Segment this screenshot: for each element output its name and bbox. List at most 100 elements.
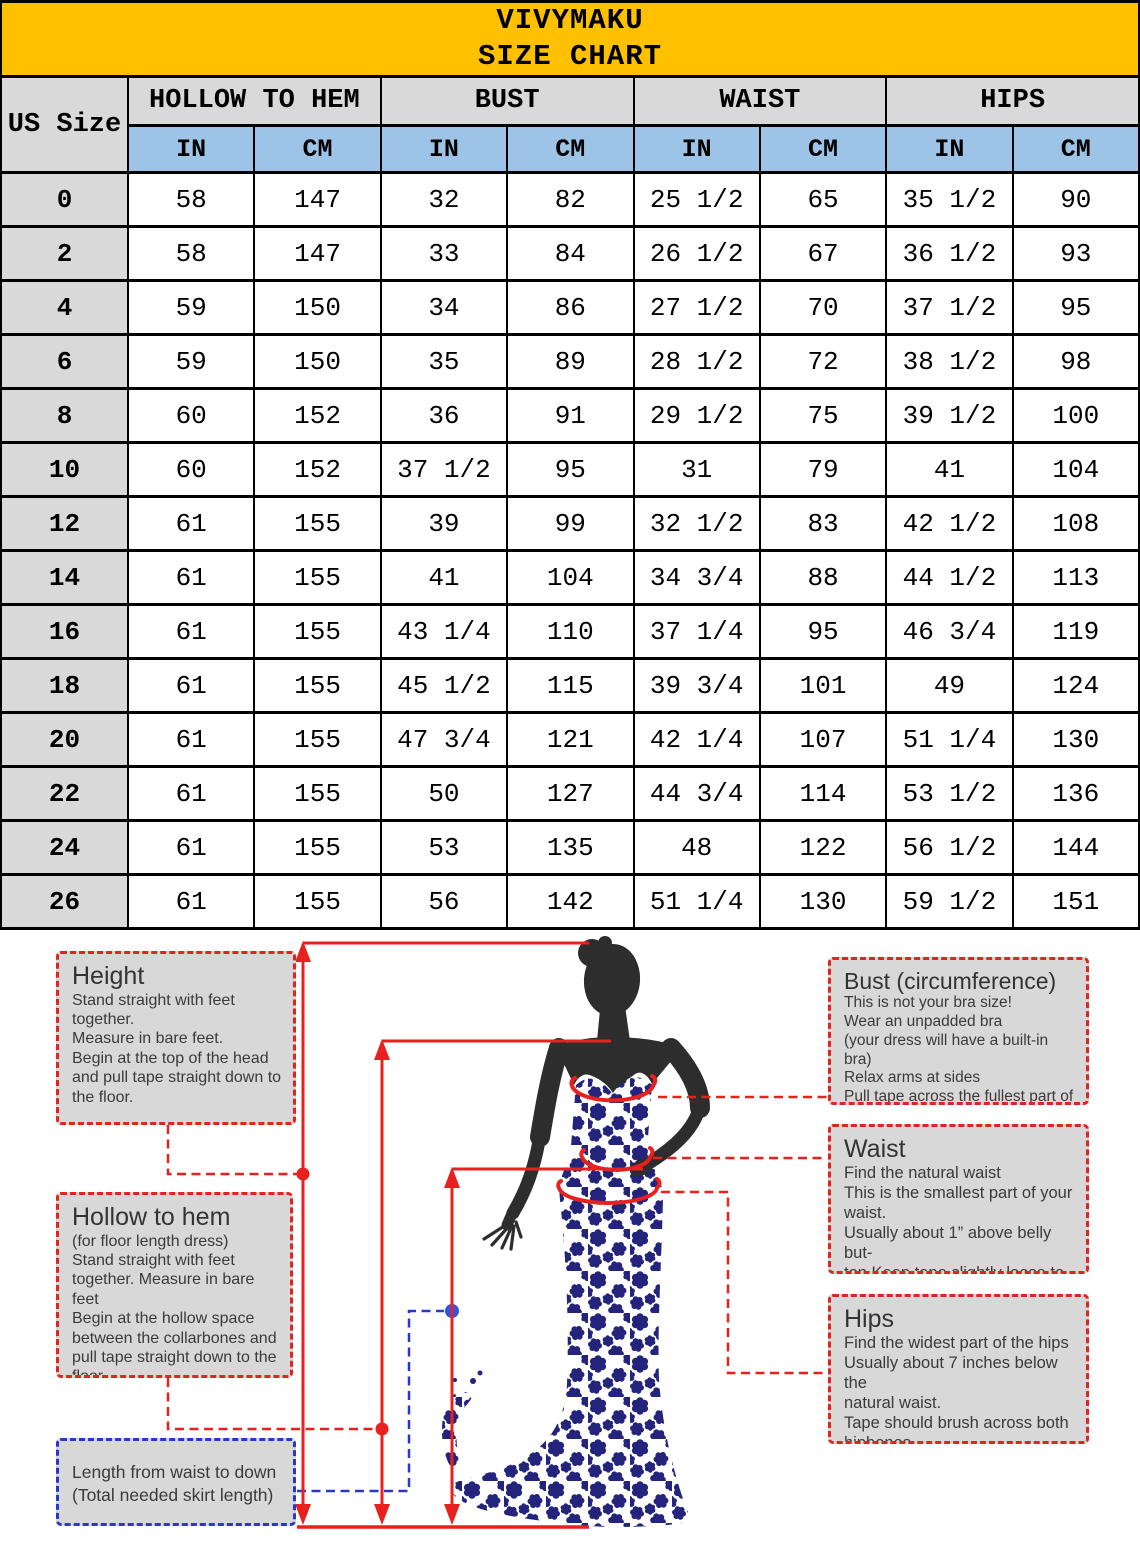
measurement-value: 61 (126, 603, 256, 660)
table-row: 12 61 155 39 99 32 1/2 83 42 1/2 108 (0, 495, 1140, 552)
measurement-value: 34 3/4 (632, 549, 761, 606)
measurement-value: 95 (506, 441, 635, 498)
measurement-value: 152 (253, 387, 382, 444)
measurement-value: 39 3/4 (632, 657, 761, 714)
hips-header: HIPS (885, 75, 1140, 127)
us-size-value: 2 (0, 225, 129, 282)
measurement-value: 49 (885, 657, 1014, 714)
measurement-value: 155 (253, 603, 382, 660)
train-curl (441, 1391, 472, 1468)
height-box-connector (166, 1125, 300, 1176)
mermaid-dress (451, 1077, 689, 1527)
measurement-value: 155 (253, 711, 382, 768)
measurement-value: 35 1/2 (885, 171, 1014, 228)
measurement-value: 59 (126, 279, 256, 336)
measurement-value: 115 (506, 657, 635, 714)
measurement-value: 75 (758, 387, 888, 444)
measurement-value: 67 (758, 225, 888, 282)
us-size-value: 16 (0, 603, 129, 660)
unit-header: CM (253, 124, 382, 174)
table-row: 8 60 152 36 91 29 1/2 75 39 1/2 100 (0, 387, 1140, 444)
measurement-value: 104 (1011, 441, 1140, 498)
measurement-value: 32 1/2 (632, 495, 761, 552)
measurement-value: 127 (506, 765, 635, 822)
measurement-value: 56 1/2 (885, 819, 1014, 876)
hips-box-text: Find the widest part of the hips Usually… (844, 1333, 1069, 1444)
measurement-value: 37 1/4 (632, 603, 761, 660)
measurement-value: 122 (758, 819, 888, 876)
measurement-value: 84 (506, 225, 635, 282)
measurement-value: 35 (379, 333, 509, 390)
measurement-value: 59 (126, 333, 256, 390)
measurement-value: 60 (126, 441, 256, 498)
bust-box-title: Bust (circumference) (844, 968, 1057, 994)
measurement-value: 155 (253, 819, 382, 876)
hips-tape (558, 1186, 659, 1205)
us-size-value: 0 (0, 171, 129, 228)
skirt-length-text: Length from waist to down (Total needed … (72, 1462, 277, 1505)
measurement-value: 95 (758, 603, 888, 660)
measurement-value: 121 (506, 711, 635, 768)
measurement-diagram (166, 936, 827, 1529)
unit-header: CM (506, 124, 635, 174)
measurement-value: 48 (632, 819, 761, 876)
measurement-value: 44 3/4 (632, 765, 761, 822)
hollow-box-connector (166, 1378, 379, 1431)
measurement-value: 130 (758, 873, 888, 930)
measurement-value: 61 (126, 657, 256, 714)
us-size-value: 14 (0, 549, 129, 606)
waist-box-text: Find the natural waist This is the small… (844, 1163, 1073, 1274)
measurement-value: 99 (506, 495, 635, 552)
measurement-value: 61 (126, 711, 256, 768)
us-size-value: 10 (0, 441, 129, 498)
measurement-value: 72 (758, 333, 888, 390)
measurement-value: 79 (758, 441, 888, 498)
hollow-box-title: Hollow to hem (72, 1203, 231, 1231)
table-row: 10 60 152 37 1/2 95 31 79 41 104 (0, 441, 1140, 498)
measurement-value: 82 (506, 171, 635, 228)
measurement-value: 108 (1011, 495, 1140, 552)
measurement-value: 70 (758, 279, 888, 336)
measurement-value: 91 (506, 387, 635, 444)
measurement-value: 124 (1011, 657, 1140, 714)
measurement-value: 42 1/2 (885, 495, 1014, 552)
chart-title: SIZE CHART (477, 40, 663, 73)
measurement-value: 41 (885, 441, 1014, 498)
unit-header: IN (126, 124, 256, 174)
measurement-value: 29 1/2 (632, 387, 761, 444)
unit-header-row: IN CM IN CM IN CM IN CM (1, 124, 1140, 174)
waist-header: WAIST (632, 75, 888, 127)
hips-box-title: Hips (844, 1305, 895, 1333)
size-chart-table: VIVYMAKU SIZE CHART US Size HOLLOW TO HE… (0, 0, 1140, 930)
measurement-value: 33 (379, 225, 509, 282)
measurement-value: 104 (506, 549, 635, 606)
measurement-value: 150 (253, 279, 382, 336)
measurement-value: 155 (253, 657, 382, 714)
waist-measurement-box: Waist Find the natural waist This is the… (828, 1124, 1089, 1274)
unit-header: IN (885, 124, 1014, 174)
measurement-value: 45 1/2 (379, 657, 509, 714)
measurement-value: 41 (379, 549, 509, 606)
measurement-value: 113 (1011, 549, 1140, 606)
measurement-value: 61 (126, 495, 256, 552)
measurement-value: 61 (126, 765, 256, 822)
chest (556, 1037, 682, 1093)
bust-measurement-box: Bust (circumference) This is not your br… (828, 957, 1089, 1105)
table-row: 24 61 155 53 135 48 122 56 1/2 144 (0, 819, 1140, 876)
measurement-value: 25 1/2 (632, 171, 761, 228)
measurement-value: 93 (1011, 225, 1140, 282)
measurement-value: 147 (253, 225, 382, 282)
height-box-title: Height (72, 962, 145, 990)
measurement-value: 31 (632, 441, 761, 498)
measurement-value: 59 1/2 (885, 873, 1014, 930)
table-row: 22 61 155 50 127 44 3/4 114 53 1/2 136 (0, 765, 1140, 822)
hollow-box-text: (for floor length dress) Stand straight … (72, 1232, 277, 1378)
dress-figure (441, 936, 710, 1527)
measurement-value: 56 (379, 873, 509, 930)
us-size-value: 20 (0, 711, 129, 768)
table-row: 26 61 155 56 142 51 1/4 130 59 1/2 151 (0, 873, 1140, 930)
measurement-value: 101 (758, 657, 888, 714)
measurement-value: 61 (126, 549, 256, 606)
measurement-value: 42 1/4 (632, 711, 761, 768)
height-box-text: Stand straight with feet together. Measu… (72, 991, 282, 1106)
